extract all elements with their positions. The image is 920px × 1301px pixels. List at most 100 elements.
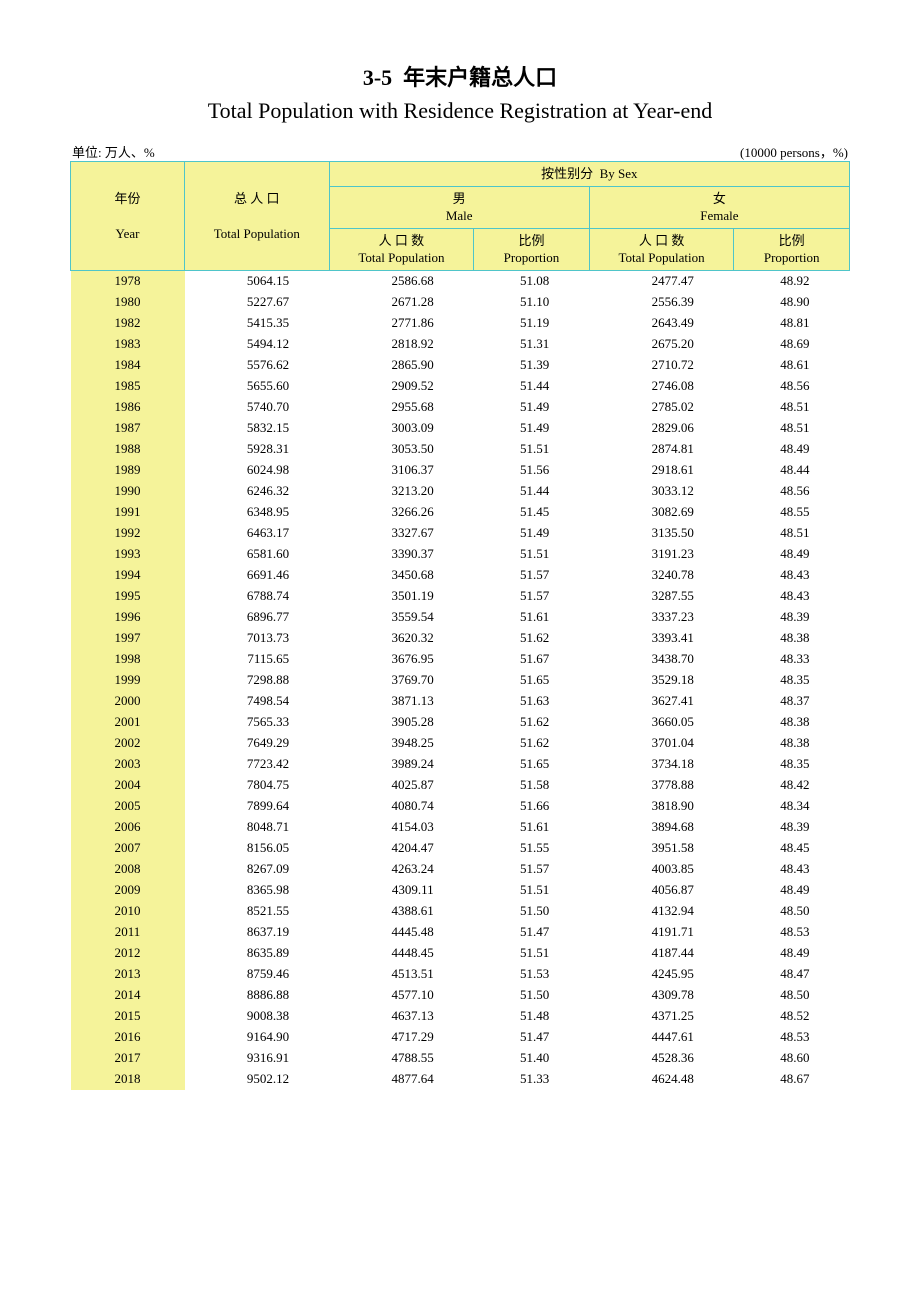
cell-female-prop: 48.61 [734,355,850,376]
cell-year: 1989 [71,460,185,481]
cell-total: 7298.88 [185,670,330,691]
cell-male-prop: 51.66 [474,796,590,817]
cell-year: 2016 [71,1027,185,1048]
cell-male-pop: 3327.67 [329,523,474,544]
cell-male-pop: 3676.95 [329,649,474,670]
cell-year: 1988 [71,439,185,460]
cell-total: 8365.98 [185,880,330,901]
cell-female-pop: 3778.88 [589,775,734,796]
cell-year: 1983 [71,334,185,355]
cell-male-pop: 3390.37 [329,544,474,565]
cell-year: 2017 [71,1048,185,1069]
cell-male-pop: 3948.25 [329,733,474,754]
header-male-pop: 人 口 数 Total Population [329,228,474,270]
cell-male-pop: 4388.61 [329,901,474,922]
cell-female-prop: 48.43 [734,859,850,880]
cell-female-prop: 48.53 [734,922,850,943]
header-female: 女 Female [589,186,849,228]
cell-female-pop: 2874.81 [589,439,734,460]
cell-female-prop: 48.45 [734,838,850,859]
cell-total: 6463.17 [185,523,330,544]
cell-male-pop: 2909.52 [329,376,474,397]
table-row: 20189502.124877.6451.334624.4848.67 [71,1069,850,1090]
cell-female-pop: 3627.41 [589,691,734,712]
cell-male-pop: 3620.32 [329,628,474,649]
cell-male-pop: 3989.24 [329,754,474,775]
cell-female-prop: 48.35 [734,670,850,691]
cell-female-pop: 2643.49 [589,313,734,334]
cell-year: 2015 [71,1006,185,1027]
cell-female-pop: 3701.04 [589,733,734,754]
cell-female-pop: 3135.50 [589,523,734,544]
table-row: 20108521.554388.6151.504132.9448.50 [71,901,850,922]
cell-female-prop: 48.51 [734,418,850,439]
cell-year: 1992 [71,523,185,544]
cell-male-pop: 4877.64 [329,1069,474,1090]
cell-year: 1984 [71,355,185,376]
cell-year: 1999 [71,670,185,691]
title-cn: 3-5 年末户籍总人口 [70,60,850,92]
cell-year: 2004 [71,775,185,796]
cell-male-pop: 3871.13 [329,691,474,712]
cell-male-pop: 3559.54 [329,607,474,628]
cell-male-prop: 51.31 [474,334,590,355]
cell-male-prop: 51.51 [474,439,590,460]
cell-year: 2006 [71,817,185,838]
cell-female-pop: 3734.18 [589,754,734,775]
cell-female-prop: 48.49 [734,439,850,460]
cell-female-pop: 2675.20 [589,334,734,355]
cell-male-prop: 51.62 [474,628,590,649]
table-row: 19825415.352771.8651.192643.4948.81 [71,313,850,334]
cell-male-pop: 2586.68 [329,270,474,292]
cell-year: 1980 [71,292,185,313]
cell-female-prop: 48.49 [734,943,850,964]
table-row: 19845576.622865.9051.392710.7248.61 [71,355,850,376]
unit-row: 单位: 万人、% (10000 persons，%) [70,142,850,161]
cell-female-pop: 3082.69 [589,502,734,523]
table-row: 19906246.323213.2051.443033.1248.56 [71,481,850,502]
cell-year: 1985 [71,376,185,397]
cell-total: 7013.73 [185,628,330,649]
cell-male-pop: 3769.70 [329,670,474,691]
cell-female-prop: 48.35 [734,754,850,775]
cell-year: 1994 [71,565,185,586]
table-row: 19966896.773559.5451.613337.2348.39 [71,607,850,628]
cell-female-pop: 4528.36 [589,1048,734,1069]
table-row: 19805227.672671.2851.102556.3948.90 [71,292,850,313]
cell-male-prop: 51.08 [474,270,590,292]
cell-female-prop: 48.49 [734,880,850,901]
cell-year: 2003 [71,754,185,775]
table-row: 20017565.333905.2851.623660.0548.38 [71,712,850,733]
cell-year: 2007 [71,838,185,859]
cell-male-prop: 51.51 [474,943,590,964]
cell-female-prop: 48.51 [734,397,850,418]
cell-male-pop: 3266.26 [329,502,474,523]
cell-male-pop: 4080.74 [329,796,474,817]
cell-year: 2005 [71,796,185,817]
cell-female-prop: 48.38 [734,628,850,649]
cell-year: 1996 [71,607,185,628]
cell-female-prop: 48.50 [734,901,850,922]
cell-female-prop: 48.53 [734,1027,850,1048]
cell-male-pop: 4025.87 [329,775,474,796]
cell-female-pop: 4309.78 [589,985,734,1006]
table-row: 19896024.983106.3751.562918.6148.44 [71,460,850,481]
table-row: 19885928.313053.5051.512874.8148.49 [71,439,850,460]
cell-male-prop: 51.49 [474,397,590,418]
cell-female-prop: 48.92 [734,270,850,292]
table-row: 19835494.122818.9251.312675.2048.69 [71,334,850,355]
cell-total: 8635.89 [185,943,330,964]
table-row: 19987115.653676.9551.673438.7048.33 [71,649,850,670]
cell-total: 5928.31 [185,439,330,460]
header-female-prop: 比例 Proportion [734,228,850,270]
cell-total: 7565.33 [185,712,330,733]
cell-female-pop: 3287.55 [589,586,734,607]
cell-total: 9164.90 [185,1027,330,1048]
cell-male-prop: 51.45 [474,502,590,523]
cell-male-pop: 4263.24 [329,859,474,880]
cell-year: 1991 [71,502,185,523]
cell-female-pop: 3529.18 [589,670,734,691]
cell-female-prop: 48.33 [734,649,850,670]
cell-male-pop: 4788.55 [329,1048,474,1069]
unit-left: 单位: 万人、% [72,142,155,161]
